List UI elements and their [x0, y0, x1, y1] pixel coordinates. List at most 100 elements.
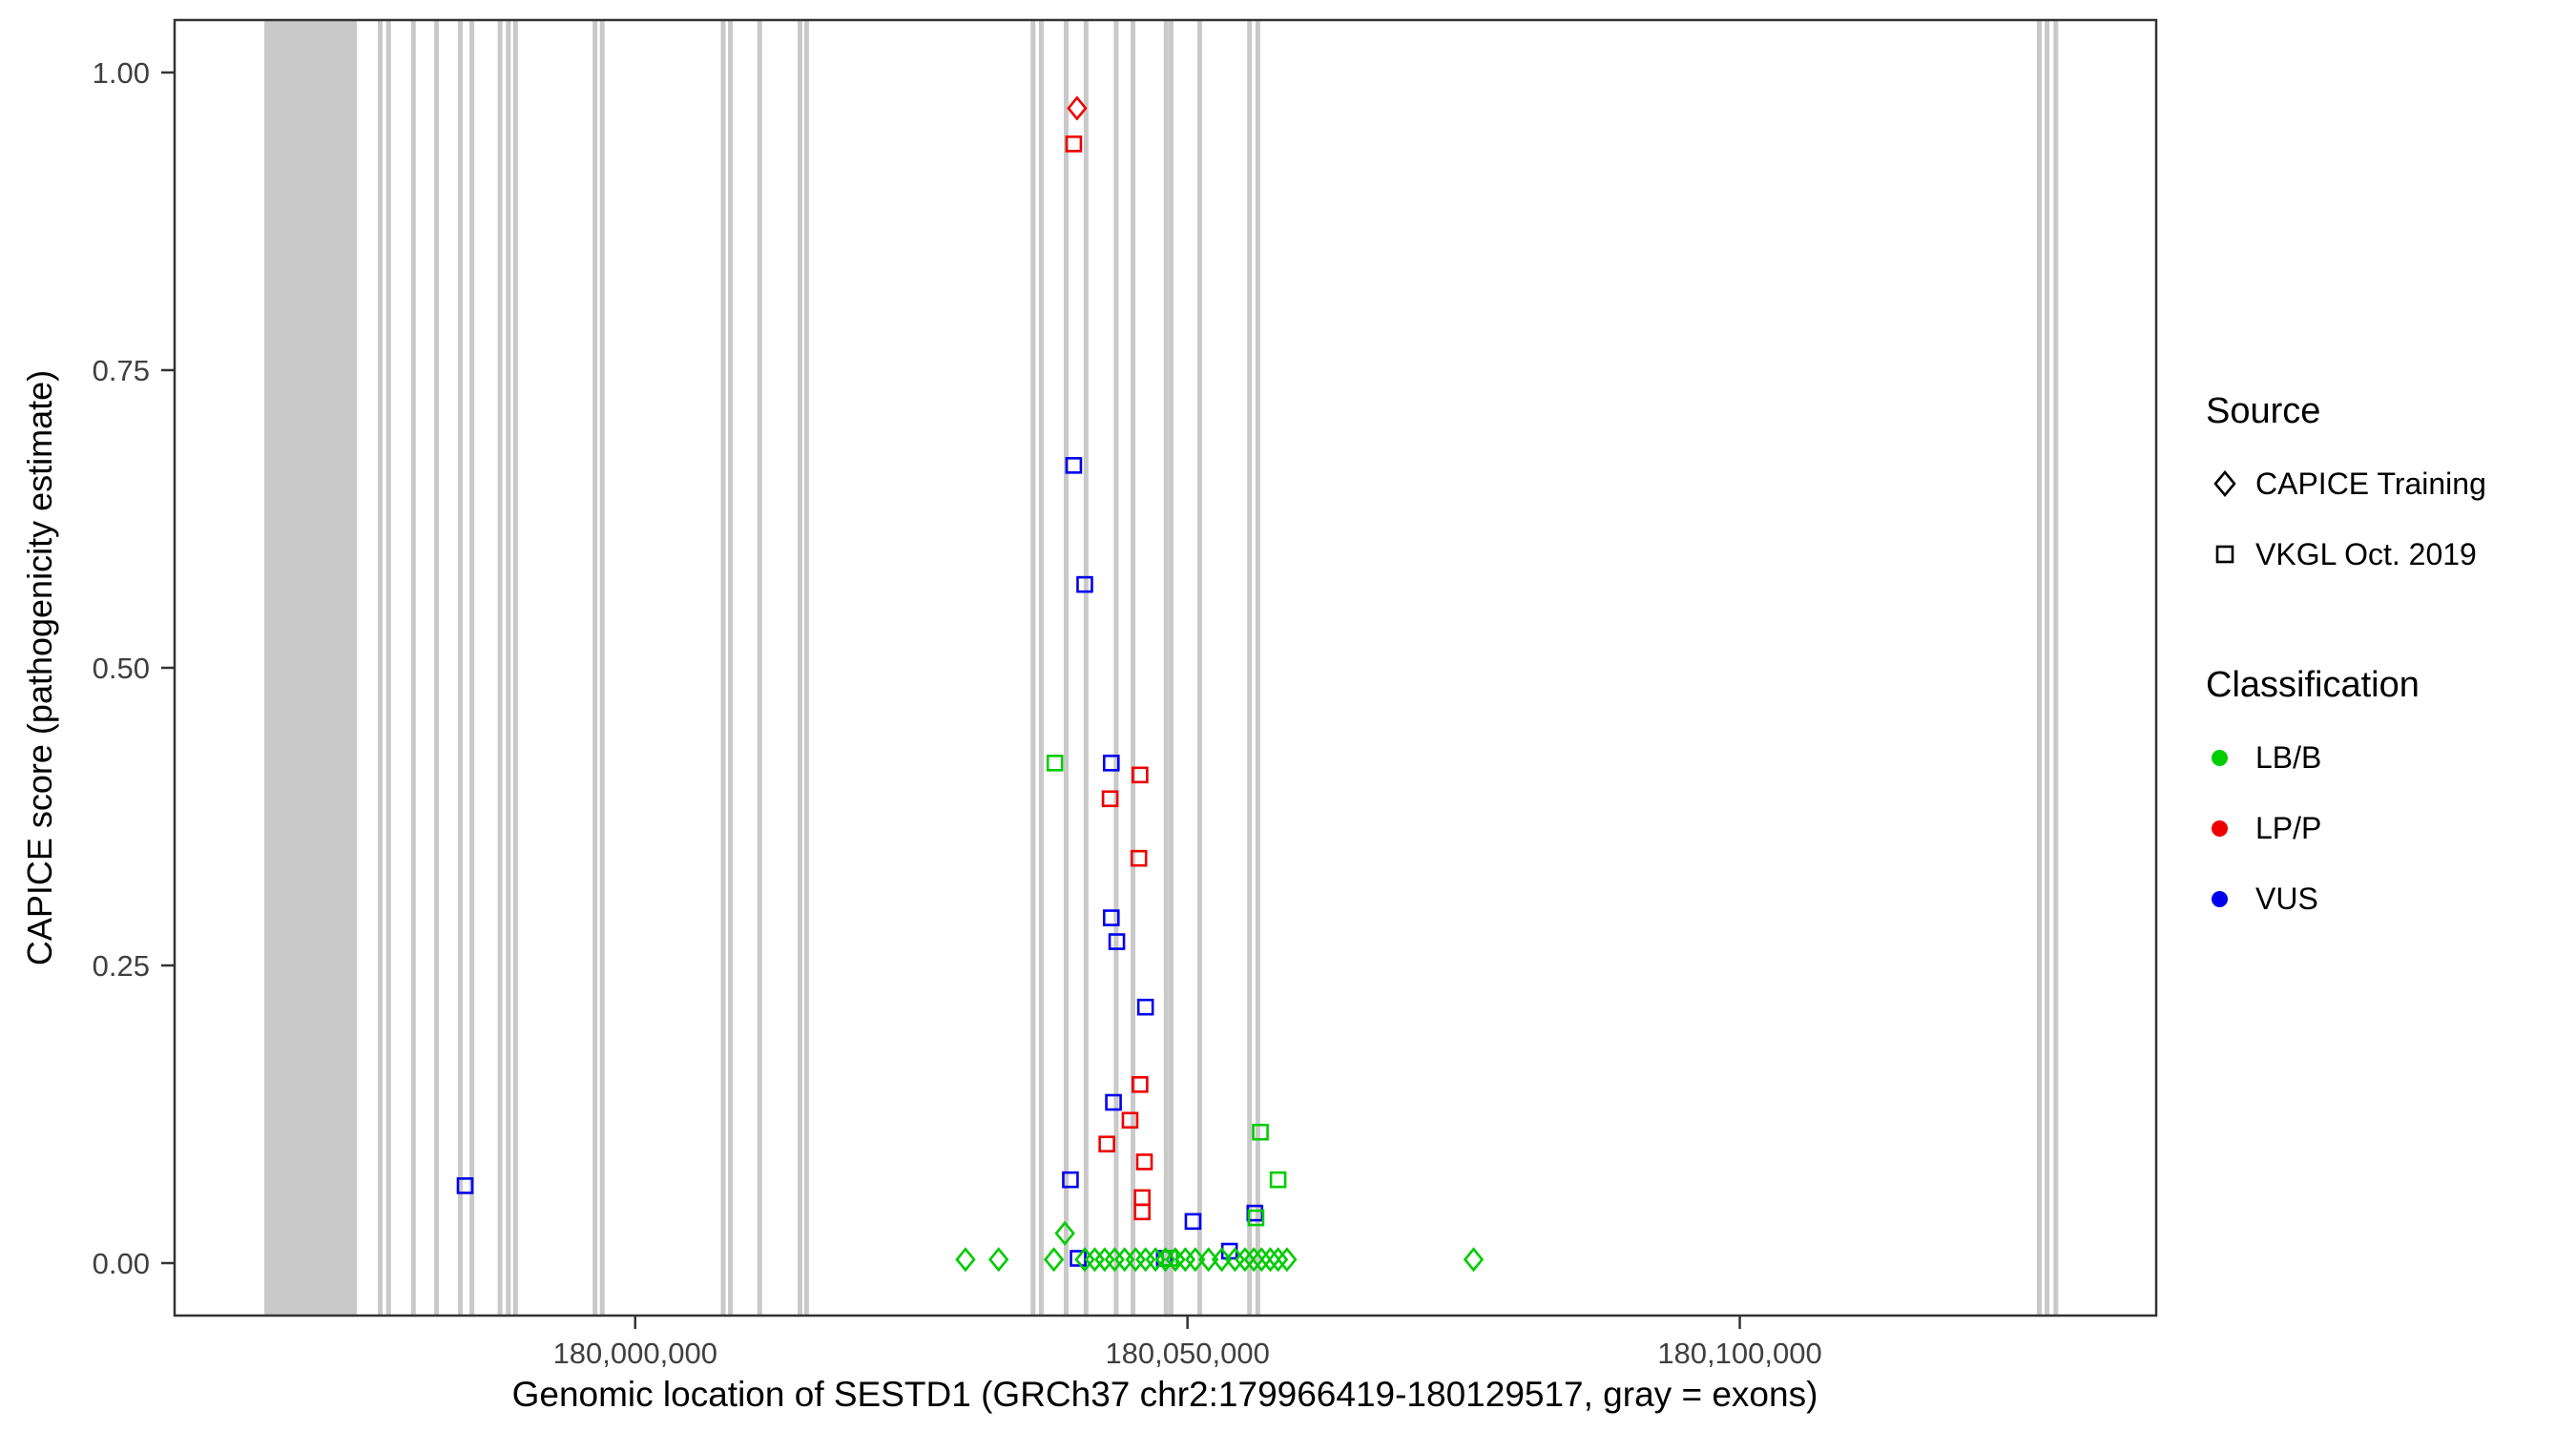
data-point-square — [1121, 1111, 1139, 1130]
blue-dot-icon — [2206, 880, 2255, 918]
legend-label: CAPICE Training — [2255, 466, 2486, 501]
data-point-diamond — [1211, 1247, 1233, 1273]
exon-band — [1113, 20, 1119, 1316]
legend-label: VKGL Oct. 2019 — [2255, 536, 2477, 571]
data-point-diamond — [1197, 1247, 1219, 1273]
exon-band — [378, 20, 384, 1316]
data-point-square — [1065, 135, 1083, 153]
data-point-square — [1076, 575, 1093, 593]
legend-item-capice-training: CAPICE Training — [2206, 461, 2486, 507]
data-point-square — [1132, 1076, 1149, 1093]
exon-band — [1131, 20, 1136, 1316]
legend-item-lbb: LB/B — [2206, 735, 2486, 780]
exon-band — [1038, 20, 1044, 1316]
data-point-square — [1098, 1135, 1115, 1152]
data-point-diamond — [1067, 95, 1088, 121]
data-point-square — [1065, 457, 1083, 474]
exon-band — [592, 20, 598, 1316]
legend-label: VUS — [2255, 881, 2318, 916]
data-point-diamond — [1185, 1247, 1206, 1273]
data-point-square — [1046, 755, 1064, 772]
y-axis-title: CAPICE score (pathogenicity estimate) — [20, 369, 59, 966]
data-point-square — [1062, 1171, 1079, 1189]
x-tick-label: 180,000,000 — [553, 1337, 717, 1370]
data-point-square — [1132, 766, 1149, 784]
data-point-square — [1252, 1123, 1269, 1141]
x-tick-label: 180,100,000 — [1657, 1337, 1821, 1370]
exon-band — [1255, 20, 1260, 1316]
data-point-square — [1135, 1153, 1153, 1171]
legend-group-source: Source CAPICE Training VKGL Oct. 2019 — [2206, 391, 2486, 577]
exon-band — [797, 20, 802, 1316]
red-dot-icon — [2206, 809, 2255, 847]
data-point-square — [1070, 1250, 1087, 1267]
square-icon — [2206, 535, 2255, 573]
exon-band — [1168, 20, 1174, 1316]
exon-band — [497, 20, 503, 1316]
data-point-square — [456, 1177, 474, 1194]
data-point-square — [1269, 1171, 1287, 1189]
exon-band — [1030, 20, 1036, 1316]
legend-group-classification: Classification LB/B LP/P VUS — [2206, 665, 2486, 922]
legend-item-vus: VUS — [2206, 876, 2486, 922]
diamond-icon — [2206, 465, 2255, 503]
y-tick-label: 0.50 — [93, 652, 150, 685]
exon-band — [263, 20, 358, 1316]
x-axis-title: Genomic location of SESTD1 (GRCh37 chr2:… — [511, 1375, 1818, 1414]
legend-item-lpp: LP/P — [2206, 805, 2486, 851]
data-point-square — [1130, 849, 1148, 867]
exon-band — [1196, 20, 1202, 1316]
data-point-diamond — [1243, 1247, 1264, 1273]
exon-band — [728, 20, 734, 1316]
data-point-diamond — [1267, 1247, 1289, 1273]
exon-band — [506, 20, 511, 1316]
exon-band — [2053, 20, 2059, 1316]
exon-band — [757, 20, 762, 1316]
exon-band — [410, 20, 416, 1316]
data-point-diamond — [1259, 1247, 1281, 1273]
data-point-square — [1108, 933, 1126, 950]
x-tick-label: 180,050,000 — [1105, 1337, 1269, 1370]
data-point-diamond — [1043, 1247, 1065, 1273]
y-tick-label: 0.25 — [93, 949, 150, 983]
legend-label: LB/B — [2255, 739, 2322, 775]
exon-band — [512, 20, 518, 1316]
data-point-diamond — [1054, 1220, 1075, 1246]
exon-band — [1247, 20, 1253, 1316]
exon-band — [2036, 20, 2042, 1316]
data-point-square — [1102, 755, 1120, 772]
exon-band — [1163, 20, 1169, 1316]
data-point-square — [1247, 1209, 1265, 1227]
legend-classification-title: Classification — [2206, 665, 2420, 705]
y-tick-label: 0.00 — [93, 1247, 150, 1280]
data-point-square — [1136, 998, 1154, 1016]
exon-band — [2045, 20, 2050, 1316]
data-point-diamond — [955, 1247, 976, 1273]
exon-band — [385, 20, 391, 1316]
legend-source-title: Source — [2206, 391, 2321, 431]
exon-band — [1063, 20, 1069, 1316]
legend-item-vkgl: VKGL Oct. 2019 — [2206, 531, 2486, 577]
exon-band — [469, 20, 475, 1316]
data-point-diamond — [1235, 1247, 1256, 1273]
exon-band — [457, 20, 463, 1316]
legend-label: LP/P — [2255, 810, 2322, 845]
data-point-diamond — [1251, 1247, 1272, 1273]
data-point-square — [1105, 1093, 1122, 1111]
y-tick-label: 0.75 — [93, 354, 150, 387]
exon-band — [599, 20, 605, 1316]
data-point-diamond — [988, 1247, 1009, 1273]
data-point-square — [1102, 909, 1120, 926]
data-point-square — [1101, 790, 1119, 808]
data-point-diamond — [1463, 1247, 1485, 1273]
green-dot-icon — [2206, 738, 2255, 777]
exon-band — [720, 20, 726, 1316]
data-point-diamond — [1277, 1247, 1298, 1273]
data-point-square — [1184, 1213, 1202, 1231]
exon-band — [803, 20, 809, 1316]
y-tick-label: 1.00 — [93, 56, 150, 90]
exon-band — [434, 20, 440, 1316]
data-point-square — [1133, 1203, 1151, 1221]
